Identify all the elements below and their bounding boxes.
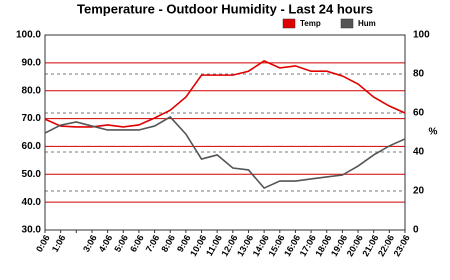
y2-tick-label: 60 [413,108,425,119]
x-tick-label: 0:06 [34,233,52,254]
y2-axis-label: % [429,127,438,138]
x-tick-label: 7:06 [144,233,162,254]
y-tick-label: 60.0 [22,141,42,152]
chart-title: Temperature - Outdoor Humidity - Last 24… [77,1,373,16]
x-tick-label: 1:06 [50,233,68,254]
y2-tick-label: 20 [413,186,425,197]
legend-swatch [282,18,296,29]
y-tick-label: 40.0 [22,197,42,208]
y-tick-label: 90.0 [22,57,42,68]
x-tick-label: 5:06 [112,233,130,254]
y2-tick-label: 100 [413,30,430,41]
y2-tick-label: 40 [413,147,425,158]
x-tick-label: 6:06 [128,233,146,254]
y2-tick-label: 0 [413,225,419,236]
series-line [44,59,406,128]
y-tick-label: 80.0 [22,85,42,96]
legend-swatch [340,18,354,29]
x-tick-label: 3:06 [81,233,99,254]
y-tick-label: 50.0 [22,169,42,180]
y2-tick-label: 80 [413,69,425,80]
y-tick-label: 30.0 [22,225,42,236]
series-line [44,115,406,190]
legend-label: Hum [358,19,376,28]
x-tick-label: 4:06 [97,233,115,254]
x-tick-label: 23:06 [392,233,412,258]
y-tick-label: 100.0 [16,30,41,41]
x-tick-label: 8:06 [159,233,177,254]
plot-frame [44,34,406,231]
y-tick-label: 70.0 [22,113,42,124]
legend-label: Temp [300,19,321,28]
